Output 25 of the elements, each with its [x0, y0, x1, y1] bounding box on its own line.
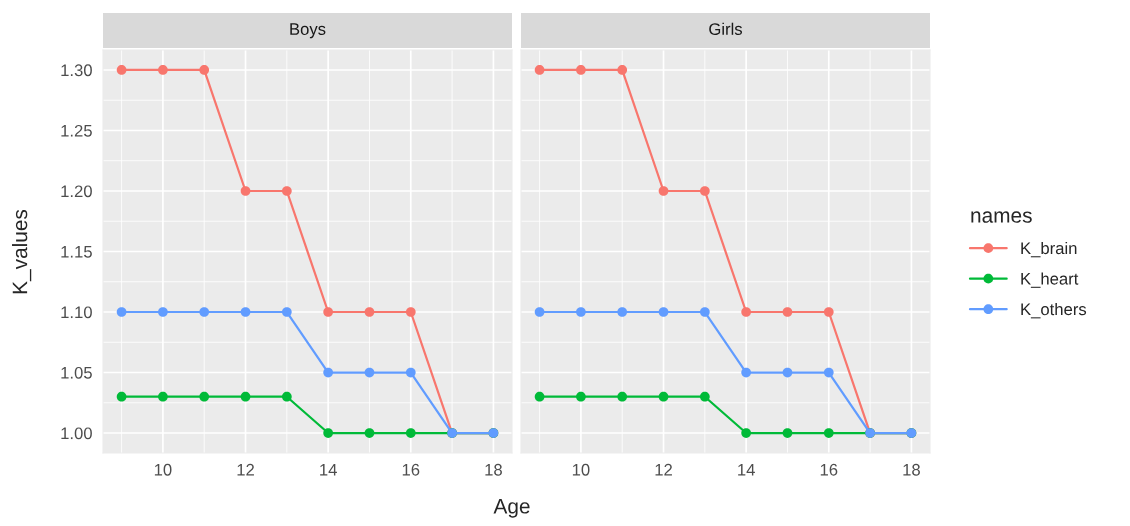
legend-title: names: [971, 211, 1032, 223]
x-tick-label: 16: [402, 463, 420, 476]
legend-label: K_brain: [1021, 241, 1077, 258]
y-tick-label: 1.30: [61, 64, 92, 77]
y-tick-label: 1.20: [61, 185, 92, 198]
y-tick-label: 1.15: [61, 246, 92, 258]
x-tick-label: 14: [738, 464, 755, 476]
x-axis-title: Age: [493, 499, 530, 518]
y-tick-label: 1.05: [61, 366, 92, 379]
legend-label: K_heart: [1021, 272, 1079, 288]
chart-title: Girls: [709, 22, 743, 35]
chart-title: Boys: [290, 23, 326, 39]
y-tick-label: 1.00: [61, 427, 92, 440]
y-axis-title: K_values: [12, 209, 32, 294]
x-tick-label: 12: [655, 463, 672, 476]
legend-label: K_others: [1021, 302, 1087, 319]
y-tick-label: 1.25: [61, 124, 92, 137]
x-tick-label: 10: [154, 463, 172, 476]
x-tick-label: 14: [320, 464, 337, 476]
x-tick-label: 10: [572, 463, 590, 476]
x-tick-label: 12: [237, 463, 254, 476]
x-tick-label: 16: [820, 463, 838, 476]
x-tick-label: 18: [903, 463, 920, 476]
y-tick-label: 1.10: [61, 306, 92, 319]
x-tick-label: 18: [485, 463, 502, 476]
